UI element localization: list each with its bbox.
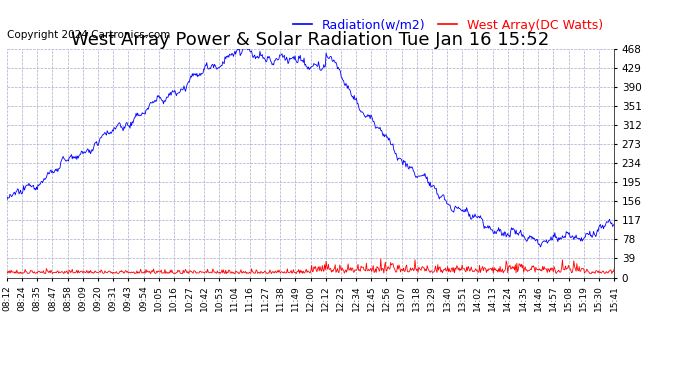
Text: Copyright 2024 Cartronics.com: Copyright 2024 Cartronics.com bbox=[7, 30, 170, 40]
Title: West Array Power & Solar Radiation Tue Jan 16 15:52: West Array Power & Solar Radiation Tue J… bbox=[71, 31, 550, 49]
Legend: Radiation(w/m2), West Array(DC Watts): Radiation(w/m2), West Array(DC Watts) bbox=[288, 14, 608, 37]
